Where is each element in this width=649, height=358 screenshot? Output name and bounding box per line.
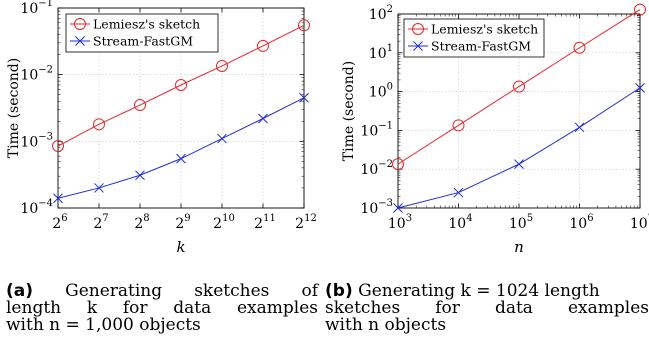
series-line: [57, 24, 305, 147]
data-point: [53, 193, 63, 204]
caption-a-line-2: length k for data examples: [6, 298, 318, 318]
legend-marker: [75, 36, 85, 46]
caption-b: (b) Generating k = 1024 length sketches …: [325, 283, 649, 334]
data-point: [52, 140, 64, 153]
caption-b-line-1: (b) Generating k = 1024 length: [325, 283, 649, 300]
legend: Lemiesz's sketch Stream-FastGM: [65, 13, 219, 53]
legend-label: Stream-FastGM: [431, 39, 531, 54]
data-point: [93, 118, 105, 131]
legend: Lemiesz's sketch Stream-FastGM: [403, 18, 545, 58]
series-stream-fastgm: [53, 92, 309, 204]
legend-box: [65, 13, 219, 53]
series-line: [397, 9, 641, 165]
x-tick-label: 103: [388, 213, 412, 232]
y-tick-label: 101: [369, 43, 393, 62]
data-point: [298, 19, 310, 32]
legend-label: Stream-FastGM: [93, 34, 193, 49]
y-tick-label: 10−1: [360, 120, 393, 139]
major-ticks: [397, 13, 641, 209]
x-tick-label: 105: [509, 213, 533, 232]
data-point: [176, 153, 186, 164]
y-axis-label: Time (second): [341, 61, 357, 161]
panel-label-a: (a): [6, 281, 34, 301]
data-point: [635, 82, 645, 93]
x-tick-label: 28: [134, 213, 149, 232]
data-point: [94, 183, 104, 193]
x-tick-label: 29: [175, 213, 190, 232]
data-point: [574, 122, 585, 133]
y-tick-label: 10−3: [20, 131, 53, 150]
caption-a-text-1: Generating sketches of: [65, 281, 318, 301]
legend-marker: [412, 23, 424, 35]
series-lemiesz: [52, 19, 310, 153]
data-point: [258, 113, 268, 124]
caption-b-text-1: Generating k = 1024 length: [358, 281, 600, 301]
x-tick-label: 104: [448, 213, 472, 232]
series-lemiesz: [392, 3, 646, 171]
x-axis-label: n: [514, 238, 524, 256]
y-tick-label: 10−2: [20, 65, 53, 84]
caption-b-line-3: with n objects: [325, 315, 447, 335]
y-tick-label: 100: [369, 82, 393, 101]
data-point: [573, 41, 586, 54]
grid: [398, 14, 640, 208]
caption-a-line-3: with n = 1,000 objects: [6, 315, 201, 335]
y-tick-label: 10−4: [20, 198, 53, 217]
panel-label-b: (b): [325, 281, 353, 301]
x-tick-label: 210: [213, 213, 235, 232]
y-tick-label: 10−3: [360, 198, 393, 217]
caption-a: (a) Generating sketches of length k for …: [6, 283, 318, 334]
chart-b: 103 104 105 106 107 10−3 10−2 10−1 100 101 102 n Tim…: [341, 3, 649, 256]
data-point: [513, 80, 525, 93]
y-tick-label: 10−1: [20, 0, 53, 17]
data-point: [217, 133, 227, 144]
y-tick-label: 10−2: [360, 159, 393, 178]
legend-marker: [74, 18, 86, 30]
x-tick-label: 107: [630, 213, 649, 232]
data-point: [299, 92, 309, 103]
x-tick-label: 106: [569, 213, 593, 232]
legend-label: Lemiesz's sketch: [431, 22, 538, 37]
x-tick-label: 211: [254, 213, 276, 232]
x-tick-label: 27: [93, 213, 108, 232]
data-point: [134, 99, 146, 112]
legend-marker: [413, 41, 423, 51]
data-point: [514, 159, 524, 169]
y-axis-label: Time (second): [6, 58, 22, 158]
data-point: [216, 59, 228, 72]
y-tick-label: 102: [369, 4, 393, 23]
x-tick-label: 212: [295, 213, 317, 232]
data-point: [175, 78, 187, 91]
legend-box: [403, 18, 545, 58]
data-point: [453, 187, 464, 198]
data-point: [452, 119, 465, 132]
data-point: [634, 3, 646, 16]
chart-a: 26 27 28 29 210 211 212 10−4 10−3 10−2 10−1 k Time (…: [6, 0, 317, 256]
data-point: [257, 39, 269, 52]
caption-a-line-1: (a) Generating sketches of: [6, 283, 318, 300]
data-point: [135, 170, 145, 181]
major-ticks: [57, 7, 305, 209]
series-stream-fastgm: [393, 82, 645, 213]
x-axis-label: k: [176, 238, 185, 256]
x-tick-label: 26: [52, 213, 67, 232]
caption-b-line-2: sketches for data examples: [325, 298, 649, 318]
data-point: [393, 203, 403, 213]
data-point: [392, 158, 404, 171]
legend-label: Lemiesz's sketch: [93, 17, 200, 32]
